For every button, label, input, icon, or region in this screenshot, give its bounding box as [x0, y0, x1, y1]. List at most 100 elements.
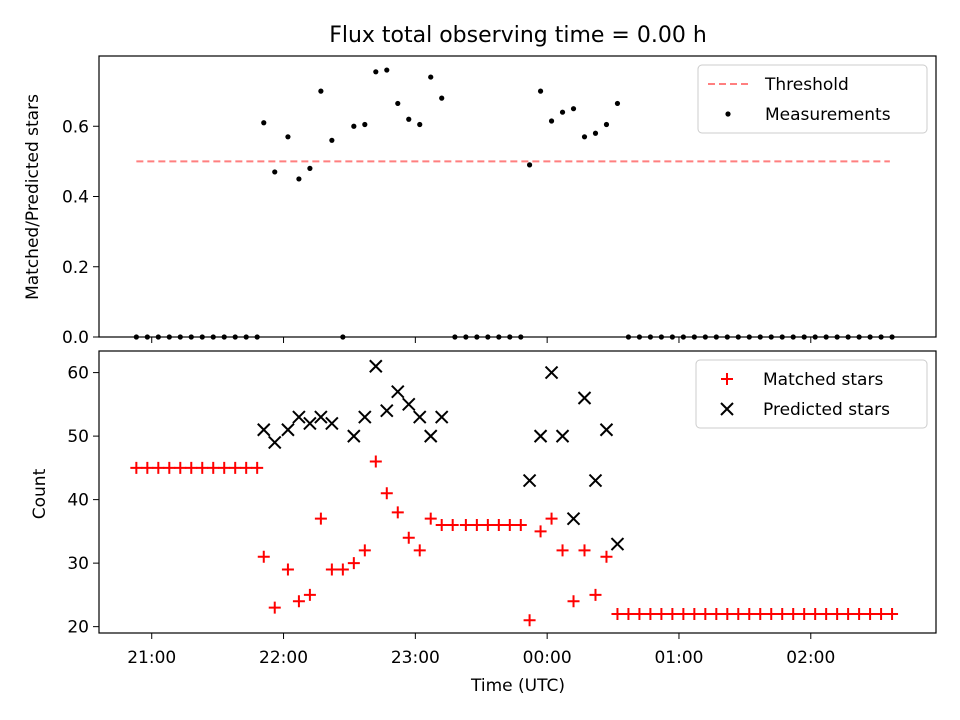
predicted-stars-legend-label: Predicted stars [763, 400, 890, 420]
bottom-y-tick-label: 50 [67, 427, 89, 447]
measurement-point [384, 67, 390, 73]
measurement-point [559, 109, 566, 115]
top-y-tick-label: 0.0 [62, 328, 89, 348]
matched-stars-point [820, 607, 833, 620]
matched-stars-point [688, 607, 701, 620]
bottom-y-ticks: 20 30 40 50 60 [67, 364, 99, 638]
matched-stars-point [281, 563, 294, 576]
predicted-stars-point [544, 365, 559, 380]
predicted-stars-point [435, 410, 449, 424]
matched-stars-point [207, 461, 220, 474]
matched-stars-point [864, 607, 877, 620]
predicted-stars-point [314, 410, 328, 424]
matched-stars-point [358, 544, 371, 557]
measurement-point [272, 169, 278, 175]
top-chart: 0.0 0.2 0.4 0.6 Matched/Predicted stars Thr… [23, 55, 937, 348]
matched-stars-point [314, 512, 327, 525]
matched-stars-point [589, 588, 602, 601]
matched-stars-point [699, 607, 712, 620]
measurement-point [614, 100, 621, 107]
matched-stars-point [380, 487, 393, 500]
predicted-stars-point [424, 429, 438, 443]
predicted-stars-point [347, 429, 361, 443]
top-y-axis-label: Matched/Predicted stars [23, 94, 43, 300]
top-legend: Threshold Measurements [697, 64, 928, 134]
measurement-point [417, 121, 423, 128]
top-chart-title: Flux total observing time = 0.00 h [329, 23, 707, 48]
measurement-point [307, 165, 313, 171]
measurement-point [526, 162, 533, 168]
predicted-stars-point [281, 423, 295, 437]
matched-stars-point [229, 461, 242, 474]
measurement-point [395, 100, 401, 107]
matched-stars-point [413, 544, 426, 557]
matched-stars-point [721, 607, 734, 620]
matched-stars-legend-swatch [721, 373, 733, 385]
bottom-x-tick-label: 02:00 [786, 648, 835, 668]
matched-stars-point [141, 461, 154, 474]
predicted-stars-point [369, 359, 383, 373]
predicted-stars-point [555, 429, 570, 443]
bottom-x-tick-label: 22:00 [259, 648, 308, 668]
bottom-x-axis-label: Time (UTC) [470, 676, 565, 696]
predicted-stars-point [380, 403, 394, 418]
bottom-y-tick-label: 20 [67, 618, 89, 638]
matched-stars-point [798, 607, 811, 620]
matched-stars-point [446, 519, 459, 532]
measurement-point [362, 121, 368, 128]
matched-stars-point [754, 607, 767, 620]
predicted-stars-point [303, 416, 317, 431]
measurement-point [406, 116, 412, 122]
matched-stars-point [240, 461, 253, 474]
measurement-point [570, 106, 577, 112]
bottom-plot-layer [130, 359, 899, 627]
matched-stars-point [218, 461, 231, 474]
top-y-tick-label: 0.6 [62, 117, 89, 137]
measurement-point [537, 88, 544, 94]
predicted-stars-point [391, 384, 405, 399]
matched-stars-point [459, 519, 472, 532]
matched-stars-point [163, 461, 176, 474]
top-y-tick-label: 0.2 [62, 258, 89, 278]
bottom-x-ticks: 21:00 22:00 23:00 00:00 01:00 02:00 [127, 633, 835, 668]
matched-stars-point [831, 607, 844, 620]
matched-stars-point [567, 595, 580, 608]
matched-stars-point [622, 607, 635, 620]
matched-stars-point [842, 607, 855, 620]
matched-stars-point [633, 607, 646, 620]
measurement-point [373, 69, 379, 75]
predicted-stars-point [358, 410, 372, 424]
measurement-point [428, 74, 434, 80]
matched-stars-point [655, 607, 668, 620]
matched-stars-point [292, 595, 305, 608]
predicted-stars-point [588, 473, 603, 488]
predicted-stars-point [599, 423, 614, 437]
predicted-stars-point [402, 397, 416, 412]
matched-stars-point [251, 461, 264, 474]
bottom-axes-frame [98, 350, 937, 634]
top-y-ticks: 0.0 0.2 0.4 0.6 [62, 117, 99, 348]
matched-stars-point [710, 607, 723, 620]
matched-stars-point [534, 525, 547, 538]
matched-stars-point [257, 550, 270, 563]
matched-stars-point [677, 607, 690, 620]
matched-stars-point [886, 607, 899, 620]
bottom-y-axis-label: Count [30, 468, 50, 519]
top-y-tick-label: 0.4 [62, 188, 89, 208]
predicted-stars-point [577, 391, 592, 405]
matched-stars-point [391, 506, 404, 519]
measurement-point [318, 88, 324, 94]
matched-stars-point [853, 607, 866, 620]
matched-stars-point [424, 512, 437, 525]
matched-stars-point [325, 563, 338, 576]
measurement-point [296, 176, 302, 182]
matched-stars-point [503, 519, 516, 532]
matched-stars-point [545, 512, 558, 525]
bottom-x-tick-label: 23:00 [391, 648, 440, 668]
measurement-point [329, 137, 335, 143]
matched-stars-point [336, 563, 349, 576]
measurement-point [603, 121, 610, 128]
matched-stars-point [644, 607, 657, 620]
predicted-stars-point [610, 537, 625, 551]
